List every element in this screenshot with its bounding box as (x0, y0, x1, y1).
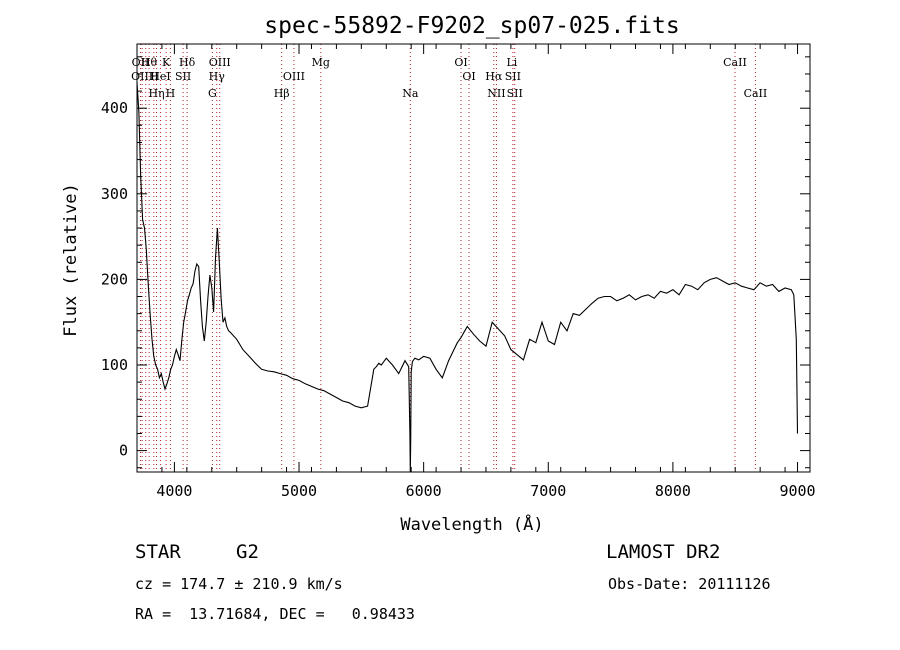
line-annotation: Hδ (179, 56, 196, 69)
line-annotation: HeI (150, 70, 170, 83)
x-tick-label: 6000 (406, 482, 442, 500)
series-group (136, 82, 799, 473)
y-tick-label: 400 (101, 99, 128, 117)
line-annotation: Hα (485, 70, 503, 83)
axes-group: 4000 5000 6000 7000 8000 9000 0 100 200 300 400 (101, 43, 816, 500)
spectrum-line (136, 82, 799, 473)
obs-date: Obs-Date: 20111126 (608, 575, 771, 593)
line-annotation: SII (505, 70, 521, 83)
line-annotation: CaII (723, 56, 747, 69)
x-tick-label: 7000 (530, 482, 566, 500)
line-annotation: CaII (744, 87, 768, 100)
line-annotation: OI (462, 70, 475, 83)
line-annotation: OIII (131, 70, 153, 83)
line-annotation: NII (487, 87, 505, 100)
line-annotation: G (208, 87, 217, 100)
coordinates: RA = 13.71684, DEC = 0.98433 (135, 605, 415, 623)
x-tick-label: 5000 (281, 482, 317, 500)
y-tick-label: 200 (101, 270, 128, 288)
x-axis-label: Wavelength (Å) (400, 513, 543, 535)
line-annotation: H (149, 70, 159, 83)
y-tick-label: 0 (119, 442, 128, 460)
line-annotation: SII (175, 70, 191, 83)
line-annotation: SII (507, 87, 523, 100)
y-axis-label: Flux (relative) (61, 183, 81, 337)
line-annotation: Li (506, 56, 517, 69)
line-annotation: Hη (148, 87, 164, 100)
line-annotation: OII (132, 56, 150, 69)
redshift-text: cz = 174.7 ± 210.9 km/s (135, 575, 343, 593)
line-annotation: Hγ (209, 70, 226, 83)
line-annotation: OI (454, 56, 467, 69)
survey-name: LAMOST DR2 (606, 541, 721, 563)
x-tick-label: 8000 (655, 482, 691, 500)
line-annotation: Mg (312, 56, 330, 69)
line-annotation: H (166, 87, 176, 100)
chart-title: spec-55892-F9202_sp07-025.fits (264, 13, 679, 39)
line-annotation: OIII (209, 56, 231, 69)
line-annotation: OIII (283, 70, 305, 83)
y-tick-label: 100 (101, 356, 128, 374)
y-tick-label: 300 (101, 185, 128, 203)
line-annotation: Na (402, 87, 419, 100)
line-annotation: Hβ (274, 87, 290, 100)
line-marker-group (139, 44, 756, 472)
line-annotation: Hθ (141, 56, 158, 69)
object-class: STAR (135, 541, 181, 563)
x-tick-label: 4000 (156, 482, 192, 500)
x-tick-label: 9000 (779, 482, 815, 500)
line-annotation: K (162, 56, 171, 69)
plot-frame (136, 43, 811, 473)
object-subclass: G2 (236, 541, 259, 563)
